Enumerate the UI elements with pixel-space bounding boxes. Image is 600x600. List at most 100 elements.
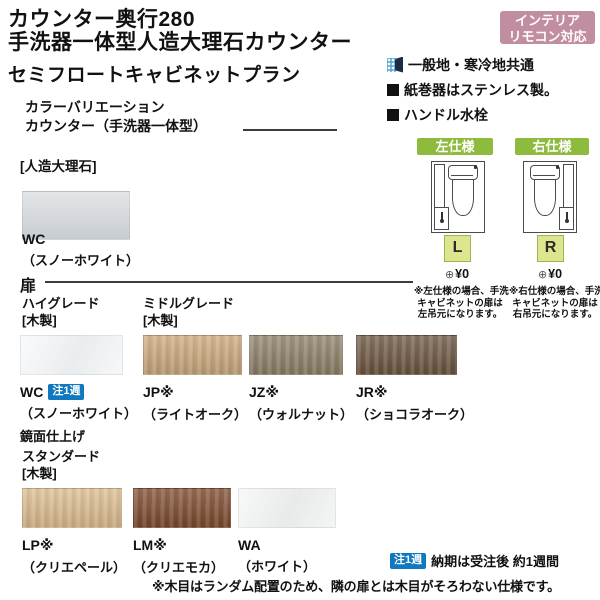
grade-label-middle: ミドルグレード [木製]: [143, 295, 234, 329]
swatch-name: （ホワイト）: [238, 559, 317, 574]
tank-dot: [474, 165, 477, 169]
right-spec-header: 右仕様: [515, 138, 589, 155]
swatch-code: LP※: [22, 537, 54, 553]
swatch-name: （ウォルナット）: [249, 407, 354, 422]
hand-wash-basin: [434, 207, 449, 230]
swatch-code: JZ※: [249, 384, 279, 400]
faucet-dot: [439, 219, 444, 223]
swatch-name: （スノーホワイト）: [20, 406, 138, 421]
toilet-tank: [448, 165, 478, 180]
climate-region-icon: [387, 56, 403, 73]
note-line: キャビネットの扉は: [417, 297, 503, 309]
door-swatch-col-jp: JP※ （ライトオーク）: [143, 335, 248, 423]
page-title-line1: カウンター奥行280: [8, 8, 196, 31]
grade-material: [木製]: [143, 313, 178, 328]
grade-name: ミドルグレード: [143, 296, 235, 311]
note-line: 右吊元になります。: [512, 309, 598, 320]
grade-label-high: ハイグレード [木製]: [22, 295, 99, 329]
door-swatch-col-lm: LM※ （クリエモカ）: [133, 488, 231, 576]
counter-swatch-name: （スノーホワイト）: [22, 253, 140, 268]
toilet-bowl: [534, 175, 556, 216]
left-spec-header: 左仕様: [417, 138, 493, 155]
grade-material: [木製]: [22, 466, 57, 481]
note-line: キャビネットの扉は: [512, 297, 598, 309]
tank-line: [533, 174, 555, 176]
counter-material-label: [人造大理石]: [20, 159, 97, 174]
plus-circle-icon: ⊕: [444, 269, 455, 281]
faucet-icon: [441, 212, 443, 220]
feature-label: 一般地・寒冷地共通: [408, 56, 534, 73]
swatch-name: （クリエペール）: [22, 560, 127, 575]
left-option-box: L: [444, 235, 471, 262]
feature-list: 一般地・寒冷地共通 紙巻器はステンレス製。 ハンドル水栓: [387, 56, 558, 131]
swatch-name: （ショコラオーク）: [356, 407, 474, 422]
door-swatch: [143, 335, 242, 375]
right-price: ⊕¥0: [520, 267, 580, 281]
badge-line1: インテリア: [514, 13, 580, 28]
door-swatch: [133, 488, 231, 528]
tank-line: [451, 174, 473, 176]
door-swatch: [20, 335, 123, 375]
snow-pattern: [387, 57, 396, 72]
right-spec-note: ※右仕様の場合、手洗 キャビネットの扉は 右吊元になります。: [509, 286, 600, 321]
right-spec-diagram: [523, 161, 577, 233]
delivery-note-text: 納期は受注後 約1週間: [431, 554, 559, 569]
door-swatch: [356, 335, 457, 375]
counter-swatch: [22, 191, 130, 240]
grade-name: ハイグレード: [22, 296, 100, 311]
counter-type-heading: カウンター（手洗器一体型）: [25, 118, 207, 134]
black-square-icon: [387, 83, 399, 96]
swatch-code: LM※: [133, 537, 167, 553]
plan-subtitle: セミフロートキャビネットプラン: [8, 65, 301, 86]
door-swatch: [238, 488, 336, 528]
color-variation-heading: カラーバリエーション: [25, 99, 165, 115]
price-value: ¥0: [548, 267, 563, 281]
page-title-line2: 手洗器一体型人造大理石カウンター: [8, 31, 352, 54]
left-spec-note: ※左仕様の場合、手洗 キャビネットの扉は 左吊元になります。: [414, 286, 509, 321]
swatch-code: WA: [238, 537, 261, 553]
swatch-name: （クリエモカ）: [133, 560, 225, 575]
door-swatch-col-jz: JZ※ （ウォルナット）: [249, 335, 354, 423]
delivery-note-badge: 注1週: [390, 552, 427, 569]
door-swatch: [249, 335, 343, 375]
swatch-name: （ライトオーク）: [143, 407, 248, 422]
note-line: ※右仕様の場合、手洗: [509, 286, 600, 297]
swatch-code: WC: [20, 384, 44, 400]
feature-item: 紙巻器はステンレス製。: [387, 81, 558, 98]
door-swatch: [22, 488, 122, 528]
hand-wash-basin: [559, 207, 574, 230]
black-square-icon: [387, 108, 399, 121]
door-section-heading: 扉: [20, 278, 37, 295]
section-rule: [45, 281, 413, 283]
swatch-code: JR※: [356, 384, 388, 400]
left-spec-diagram: [431, 161, 485, 233]
feature-item: ハンドル水栓: [387, 106, 558, 123]
faucet-dot: [564, 219, 569, 223]
feature-item: 一般地・寒冷地共通: [387, 56, 558, 73]
faucet-icon: [566, 212, 568, 220]
price-value: ¥0: [455, 267, 470, 281]
left-price: ⊕¥0: [427, 267, 487, 281]
heading-rule: [243, 129, 337, 131]
note-line: ※左仕様の場合、手洗: [414, 286, 509, 297]
door-swatch-col-wc: WC 注1週 （スノーホワイト） 鏡面仕上げ: [20, 335, 138, 445]
toilet-tank: [530, 165, 560, 180]
swatch-finish: 鏡面仕上げ: [20, 429, 86, 444]
swatch-code: JP※: [143, 384, 174, 400]
note-line: 左吊元になります。: [417, 309, 503, 320]
grade-material: [木製]: [22, 313, 57, 328]
door-swatch-col-jr: JR※ （ショコラオーク）: [356, 335, 474, 423]
delivery-note-badge: 注1週: [48, 384, 85, 400]
counter-swatch-code: WC: [22, 231, 46, 247]
wood-grain-note: ※木目はランダム配置のため、隣の扉とは木目がそろわない仕様です。: [152, 579, 560, 594]
dark-panel: [395, 56, 403, 73]
grade-name: スタンダード: [22, 449, 101, 464]
tank-dot: [556, 165, 559, 169]
interior-remote-badge: インテリア リモコン対応: [500, 11, 595, 44]
toilet-bowl: [452, 175, 474, 216]
badge-line2: リモコン対応: [508, 29, 587, 44]
door-swatch-col-lp: LP※ （クリエペール）: [22, 488, 127, 576]
feature-label: 紙巻器はステンレス製。: [404, 81, 558, 98]
feature-label: ハンドル水栓: [404, 106, 488, 123]
